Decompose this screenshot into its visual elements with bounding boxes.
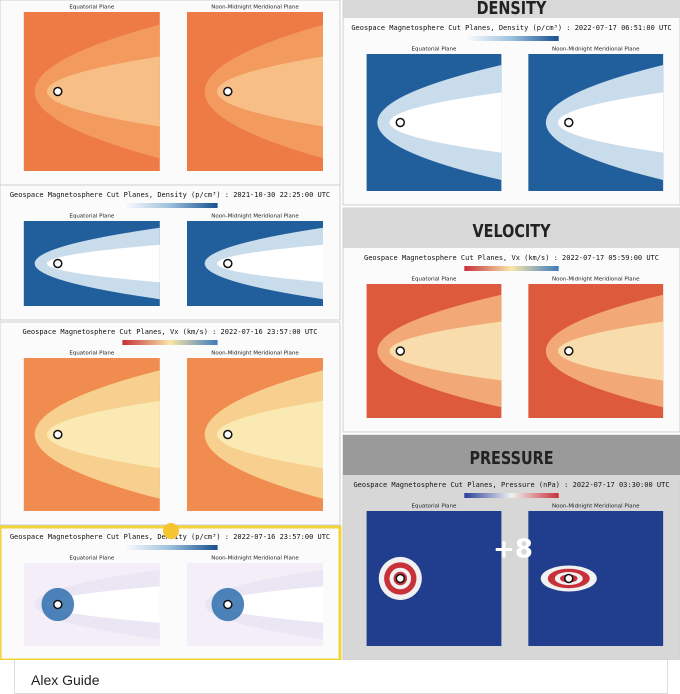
earth: [564, 117, 574, 128]
subplot-title: Noon-Midnight Meridional Plane: [211, 5, 299, 11]
magnetosphere: [558, 92, 664, 153]
subplot-title: Noon-Midnight Meridional Plane: [552, 504, 640, 510]
earth: [223, 258, 233, 269]
plot-title: Geospace Magnetosphere Cut Planes, Press…: [353, 481, 669, 489]
plot-title: Geospace Magnetosphere Cut Planes, Vx (k…: [364, 254, 659, 262]
earth: [53, 599, 63, 610]
subplot-title: Noon-Midnight Meridional Plane: [552, 277, 640, 283]
subplot-title: Equatorial Plane: [69, 351, 114, 357]
earth: [395, 117, 406, 128]
earth: [395, 573, 406, 584]
subplot-title: Equatorial Plane: [412, 277, 457, 283]
subplot-title: Noon-Midnight Meridional Plane: [211, 214, 299, 220]
author-name[interactable]: Alex Guide: [31, 672, 100, 688]
subplot-title: Noon-Midnight Meridional Plane: [211, 556, 299, 562]
image-gallery[interactable]: Equatorial Plane Noon-Midnight Meridional…: [0, 0, 680, 662]
subplot-title: Equatorial Plane: [69, 556, 114, 562]
earth: [53, 258, 63, 269]
cursor-dot: [163, 523, 179, 539]
more-count[interactable]: +8: [493, 535, 533, 565]
earth: [564, 346, 574, 356]
subplot-title: Equatorial Plane: [69, 5, 114, 11]
earth: [223, 429, 233, 440]
colorbar: [464, 36, 559, 41]
earth: [223, 86, 233, 97]
section-header: VELOCITY: [473, 220, 551, 241]
magnetosphere: [389, 92, 502, 153]
magnetosphere: [216, 586, 323, 623]
magnetosphere: [46, 586, 160, 623]
plot-title: Geospace Magnetosphere Cut Planes, Densi…: [10, 191, 330, 199]
subplot-title: Noon-Midnight Meridional Plane: [552, 47, 640, 53]
plot-title: Geospace Magnetosphere Cut Planes, Densi…: [351, 24, 671, 32]
section-header: DENSITY: [477, 0, 547, 18]
magnetosphere: [558, 321, 664, 381]
colorbar: [122, 340, 218, 345]
magnetosphere: [216, 400, 323, 469]
subplot-title: Equatorial Plane: [412, 504, 457, 510]
header-band: [343, 0, 680, 18]
magnetosphere: [216, 244, 323, 283]
subplot-title: Equatorial Plane: [412, 47, 457, 53]
earth: [564, 573, 574, 584]
colorbar: [122, 203, 218, 208]
earth: [223, 599, 233, 610]
colorbar: [122, 545, 218, 550]
colorbar: [464, 493, 559, 498]
post-footer: Alex Guide: [14, 660, 668, 694]
earth: [53, 429, 63, 440]
earth: [53, 86, 63, 97]
magnetosphere: [216, 56, 323, 127]
subplot-title: Noon-Midnight Meridional Plane: [211, 351, 299, 357]
header-band: [343, 208, 680, 248]
magnetosphere: [389, 321, 502, 381]
section-header: PRESSURE: [469, 447, 553, 468]
header-band: [343, 435, 680, 475]
magnetosphere: [46, 244, 160, 283]
subplot-title: Equatorial Plane: [69, 214, 114, 220]
earth: [395, 346, 406, 356]
magnetosphere: [46, 56, 160, 127]
plot-title: Geospace Magnetosphere Cut Planes, Vx (k…: [22, 328, 317, 336]
magnetosphere: [46, 400, 160, 469]
colorbar: [464, 266, 559, 271]
